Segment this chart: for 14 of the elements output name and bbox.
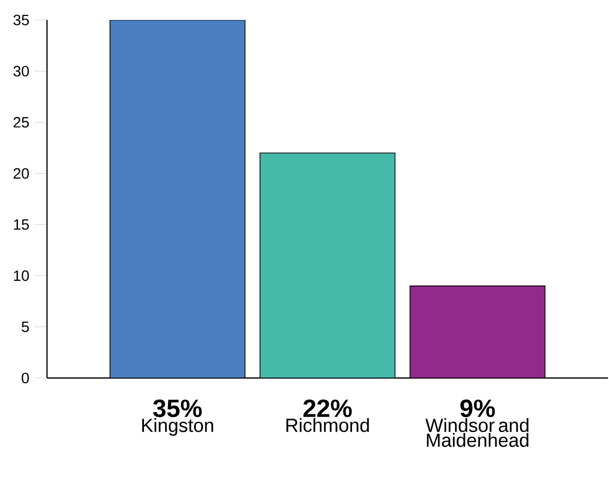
data-label: 22% (303, 400, 352, 418)
y-tick-label: 35 (13, 14, 29, 26)
data-label: 9% (460, 400, 495, 418)
x-tick-label: Kingston (142, 418, 214, 436)
y-tick-label: 10 (14, 270, 29, 281)
x-tick-label: Richmond (286, 418, 369, 432)
x-tick-label: Windsor and Maidenhead (425, 418, 528, 447)
y-tick-label: 25 (14, 116, 29, 128)
y-tick-label: 30 (13, 66, 29, 76)
data-label: 35% (153, 400, 202, 418)
y-tick-label: 0 (22, 372, 29, 384)
y-tick-label: 5 (22, 322, 29, 332)
y-tick-label: 15 (14, 219, 29, 230)
y-tick-label: 20 (14, 168, 29, 179)
